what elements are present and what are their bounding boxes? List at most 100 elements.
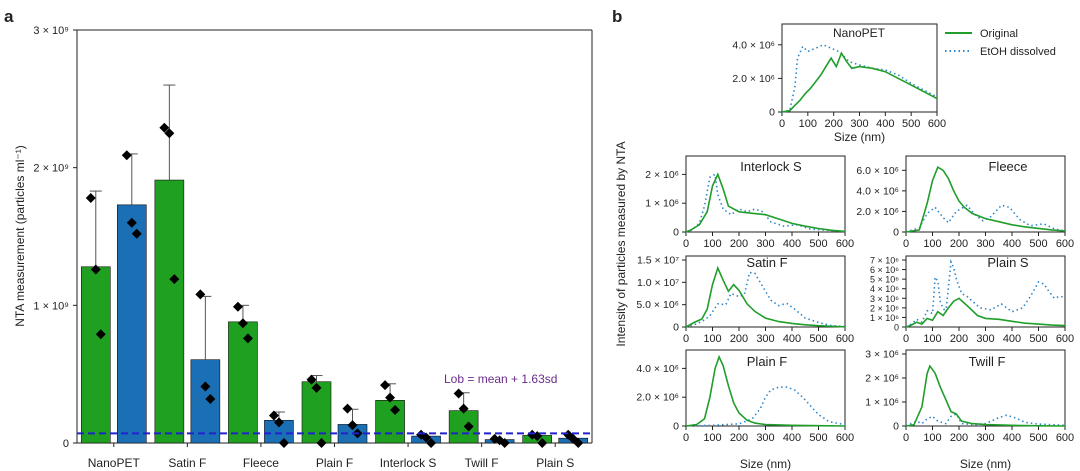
x-tick-label: 300 (756, 333, 774, 345)
subplot-nanopet: 0 2.0 × 10⁶ 4.0 × 10⁶ 0 100 200 300 400 500 600 Na… (732, 23, 946, 144)
bar-etoh-satin-f (190, 359, 221, 444)
y-tick-label: 0 (63, 438, 69, 450)
y-tick-label: 5 × 10⁶ (870, 275, 899, 285)
y-tick-label: 3 × 10⁹ (33, 25, 69, 37)
data-point-marker (95, 329, 106, 340)
x-tick-label: Satin F (168, 456, 206, 470)
y-tick-label: 1 × 10⁶ (870, 313, 899, 323)
subplot-twill-f: 0 1 × 10⁶ 2 × 10⁶ 3 × 10⁶ 0 100 200 300 400 500 60… (865, 349, 1074, 471)
x-tick-label: 500 (809, 238, 827, 250)
subplot-title: Twill F (969, 354, 1006, 369)
etoh-series-line (781, 43, 938, 113)
original-series-line (685, 172, 846, 233)
etoh-series-line (905, 412, 1066, 427)
x-tick-label: 400 (783, 432, 801, 444)
original-series-line (905, 166, 1066, 233)
subplot-title: Satin F (746, 255, 787, 270)
x-tick-label: 600 (1056, 432, 1074, 444)
data-point-marker (85, 192, 96, 203)
x-tick-label: Twill F (465, 456, 499, 470)
y-tick-label: 2.0 × 10⁶ (636, 392, 679, 404)
original-series-line (685, 265, 846, 328)
y-tick-label: 5.0 × 10⁶ (636, 299, 679, 311)
y-tick-label: 4 × 10⁶ (870, 284, 899, 294)
x-tick-label: 100 (923, 432, 941, 444)
data-point-marker (426, 438, 437, 448)
x-tick-label: 200 (824, 118, 842, 130)
data-point-marker (278, 438, 289, 448)
data-point-marker (380, 380, 391, 391)
legend: Original EtOH dissolved (945, 28, 1056, 58)
data-point-marker (311, 382, 322, 393)
x-tick-label: 500 (809, 333, 827, 345)
data-point-marker (390, 404, 401, 415)
data-point-marker (537, 438, 548, 448)
y-tick-label: 2 × 10⁶ (645, 169, 679, 181)
original-series-line (905, 297, 1066, 328)
etoh-series-line (905, 258, 1066, 328)
bar-chart: NTA measurement (particles ml⁻¹) 0 1 × 10… (13, 25, 593, 470)
etoh-series-line (685, 386, 846, 427)
y-tick-label: 0 (894, 323, 899, 333)
x-tick-label: 300 (976, 238, 994, 250)
etoh-series-line (685, 173, 846, 233)
data-point-marker (273, 417, 284, 428)
data-point-marker (195, 289, 206, 300)
subplot-satin-f: 0 5.0 × 10⁶ 1.0 × 10⁷ 1.5 × 10⁷ 0 100 200 300 40… (636, 255, 854, 346)
y-tick-label: 1 × 10⁶ (865, 397, 899, 409)
x-tick-label: 500 (902, 118, 920, 130)
x-tick-label: 600 (1056, 238, 1074, 250)
y-tick-label: 1.0 × 10⁷ (637, 277, 679, 289)
x-tick-label: 100 (703, 238, 721, 250)
y-tick-label: 2 × 10⁹ (33, 163, 69, 175)
y-tick-label: 0 (893, 227, 899, 239)
x-tick-label: NanoPET (88, 456, 141, 470)
x-tick-label: Plain F (316, 456, 353, 470)
x-tick-label: 300 (976, 333, 994, 345)
x-tick-label: 600 (928, 118, 946, 130)
bar-original-interlock-s (375, 400, 405, 444)
y-tick-label: 1 × 10⁹ (33, 300, 69, 312)
panel-label-a: a (4, 7, 14, 26)
x-tick-label: 100 (923, 333, 941, 345)
x-tick-label: 0 (779, 118, 785, 130)
x-tick-label: 100 (703, 333, 721, 345)
x-tick-label: 500 (1029, 238, 1047, 250)
panel-label-b: b (612, 7, 622, 26)
y-tick-label: 0 (673, 421, 679, 433)
subplot-fleece: 0 2.0 × 10⁶ 4.0 × 10⁶ 6.0 × 10⁶ 0 100 200 300 40… (856, 155, 1074, 250)
x-tick-label: 200 (950, 333, 968, 345)
x-axis-label: Size (nm) (740, 457, 791, 471)
x-tick-label: 0 (903, 333, 909, 345)
y-tick-label: 7 × 10⁶ (870, 256, 899, 266)
x-tick-label: 400 (1003, 432, 1021, 444)
x-tick-label: 400 (1003, 238, 1021, 250)
x-tick-label: 0 (903, 432, 909, 444)
y-tick-label: 2 × 10⁶ (870, 303, 899, 313)
x-tick-label: 0 (683, 333, 689, 345)
data-point-marker (499, 438, 510, 448)
data-point-marker (316, 438, 327, 448)
x-tick-label: 200 (950, 238, 968, 250)
data-point-marker (205, 393, 216, 404)
x-tick-label: Plain S (536, 456, 574, 470)
y-tick-label: 0 (673, 227, 679, 239)
data-point-marker (121, 150, 132, 161)
y-tick-label: 0 (673, 322, 679, 334)
y-tick-label: 1.5 × 10⁷ (637, 255, 679, 267)
data-point-marker (169, 274, 180, 285)
subplot-plain-f: 0 2.0 × 10⁶ 4.0 × 10⁶ 0 100 200 300 400 500 600 Pl… (636, 349, 854, 471)
y-tick-label: 3 × 10⁶ (865, 349, 899, 361)
subplot-interlock-s: 0 1 × 10⁶ 2 × 10⁶ 0 100 200 300 400 500 600 Interl… (645, 155, 854, 250)
x-tick-label: Fleece (243, 456, 279, 470)
x-tick-label: 0 (903, 238, 909, 250)
x-tick-label: 200 (730, 432, 748, 444)
x-tick-label: 400 (783, 333, 801, 345)
data-point-marker (90, 264, 101, 275)
y-axis-label: NTA measurement (particles ml⁻¹) (13, 145, 27, 326)
x-tick-label: 300 (976, 432, 994, 444)
data-point-marker (385, 392, 396, 403)
x-tick-label: 100 (703, 432, 721, 444)
y-tick-label: 3 × 10⁶ (870, 294, 899, 304)
x-tick-label: 200 (730, 238, 748, 250)
